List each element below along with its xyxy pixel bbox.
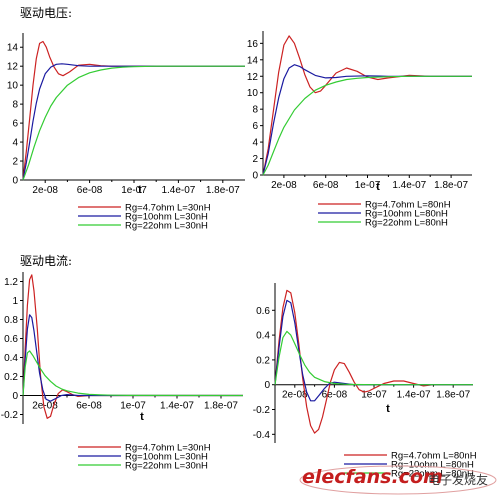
x-tick-label: 1e-07 — [361, 390, 387, 401]
y-tick-label: 4 — [12, 138, 18, 149]
y-tick-label: 14 — [7, 43, 19, 54]
x-tick-label: 2e-08 — [282, 390, 308, 401]
series-line-3 — [274, 330, 473, 386]
current-section-title: 驱动电流: — [20, 254, 73, 268]
series-line-3 — [22, 350, 244, 397]
x-tick-label: 1.8e-07 — [204, 401, 238, 412]
x-axis-label: t — [138, 184, 142, 196]
watermark: elecfans.com 电子发烧友 — [298, 462, 498, 496]
y-tick-label: 2 — [252, 154, 258, 165]
y-tick-label: 0.2 — [4, 372, 18, 383]
y-tick-label: 0.6 — [256, 306, 270, 317]
y-tick-label: -0.2 — [253, 405, 271, 416]
y-tick-label: 12 — [247, 72, 259, 83]
y-tick-label: 1.2 — [4, 277, 18, 288]
legend-entry: Rg=22ohm L=30nH — [125, 461, 208, 472]
x-tick-label: 1.4e-07 — [161, 185, 195, 196]
x-tick-label: 2e-08 — [32, 185, 58, 196]
series-line-1 — [262, 35, 472, 176]
x-tick-label: 1e-07 — [355, 180, 381, 191]
y-tick-label: 0.2 — [256, 355, 270, 366]
y-tick-label: -0.4 — [253, 430, 271, 441]
y-tick-label: 14 — [247, 55, 259, 66]
y-tick-label: 8 — [252, 105, 258, 116]
y-tick-label: 6 — [252, 121, 258, 132]
series-line-3 — [262, 75, 472, 176]
y-tick-label: 6 — [12, 119, 18, 130]
legend-entry: Rg=4.7ohm L=80nH — [365, 200, 451, 211]
y-tick-label: 0.6 — [4, 334, 18, 345]
series-line-2 — [22, 63, 245, 181]
legend-entry: Rg=10ohm L=30nH — [125, 452, 208, 463]
legend-entry: Rg=22ohm L=80nH — [391, 469, 474, 480]
x-tick-label: 6e-08 — [322, 390, 348, 401]
chart-voltage-30nH: 0 2 4 6 8 10 12 14 2e-08 6e-08 1e-07 1.4e-07 1.8e-07… — [7, 33, 245, 232]
x-tick-label: 1e-07 — [121, 185, 147, 196]
legend-entry: Rg=4.7ohm L=30nH — [125, 443, 211, 454]
voltage-section-title: 驱动电压: — [20, 6, 73, 20]
series-line-2 — [262, 64, 472, 176]
series-line-1 — [22, 40, 245, 181]
x-tick-label: 1e-07 — [120, 401, 146, 412]
x-tick-label: 1.4e-07 — [160, 401, 194, 412]
y-tick-label: 0 — [12, 391, 18, 402]
y-tick-label: -0.2 — [1, 410, 19, 421]
y-tick-label: 4 — [252, 138, 258, 149]
legend-entry: Rg=4.7ohm L=30nH — [125, 203, 211, 214]
y-tick-label: 8 — [12, 100, 18, 111]
x-tick-label: 1.8e-07 — [206, 185, 240, 196]
series-line-1 — [274, 289, 473, 434]
watermark-suffix: 电子发烧友 — [428, 473, 489, 487]
y-tick-label: 12 — [7, 62, 19, 73]
legend-entry: Rg=4.7ohm L=80nH — [391, 451, 477, 462]
y-tick-label: 0 — [12, 176, 18, 187]
watermark-brand: elecfans.com — [302, 466, 443, 488]
legend-entry: Rg=10ohm L=80nH — [391, 460, 474, 471]
x-tick-label: 6e-08 — [313, 180, 339, 191]
watermark-swoosh-icon — [299, 465, 497, 495]
x-tick-label: 1.4e-07 — [397, 390, 431, 401]
y-tick-label: 16 — [247, 39, 259, 50]
y-tick-label: 0.4 — [4, 353, 18, 364]
y-tick-label: 10 — [247, 88, 259, 99]
series-line-2 — [22, 314, 243, 402]
x-tick-label: 1.8e-07 — [436, 390, 470, 401]
chart-current-30nH: -0.2 0 0.2 0.4 0.6 0.8 1 1.2 2e-08 6e-08 1e-07 1.4e… — [1, 272, 244, 472]
x-tick-label: 2e-08 — [32, 401, 58, 412]
x-tick-label: 1.4e-07 — [392, 180, 426, 191]
y-tick-label: 0 — [252, 171, 258, 182]
y-tick-label: 2 — [12, 157, 18, 168]
series-line-2 — [274, 299, 473, 402]
legend-entry: Rg=22ohm L=30nH — [125, 221, 208, 232]
x-tick-label: 2e-08 — [271, 180, 297, 191]
x-axis-label: t — [140, 411, 144, 423]
y-tick-label: 0 — [264, 380, 270, 391]
y-tick-label: 0.4 — [256, 331, 270, 342]
chart-voltage-80nH: 0 2 4 6 8 10 12 14 16 2e-08 6e-08 1e-07 1.4e-07 1.8e-… — [247, 31, 472, 229]
x-tick-label: 6e-08 — [76, 401, 102, 412]
y-tick-label: 10 — [7, 81, 19, 92]
legend-entry: Rg=22ohm L=80nH — [365, 218, 448, 229]
x-axis-label: t — [376, 181, 380, 193]
x-axis-label: t — [386, 403, 390, 415]
y-tick-label: 1 — [12, 296, 18, 307]
legend-entry: Rg=10ohm L=30nH — [125, 212, 208, 223]
series-line-3 — [22, 65, 245, 181]
x-tick-label: 6e-08 — [77, 185, 103, 196]
y-tick-label: 0.8 — [4, 315, 18, 326]
legend-entry: Rg=10ohm L=80nH — [365, 209, 448, 220]
chart-current-80nH: -0.4 -0.2 0 0.2 0.4 0.6 2e-08 6e-08 1e-07 1.4e-07… — [253, 283, 477, 480]
x-tick-label: 1.8e-07 — [434, 180, 468, 191]
